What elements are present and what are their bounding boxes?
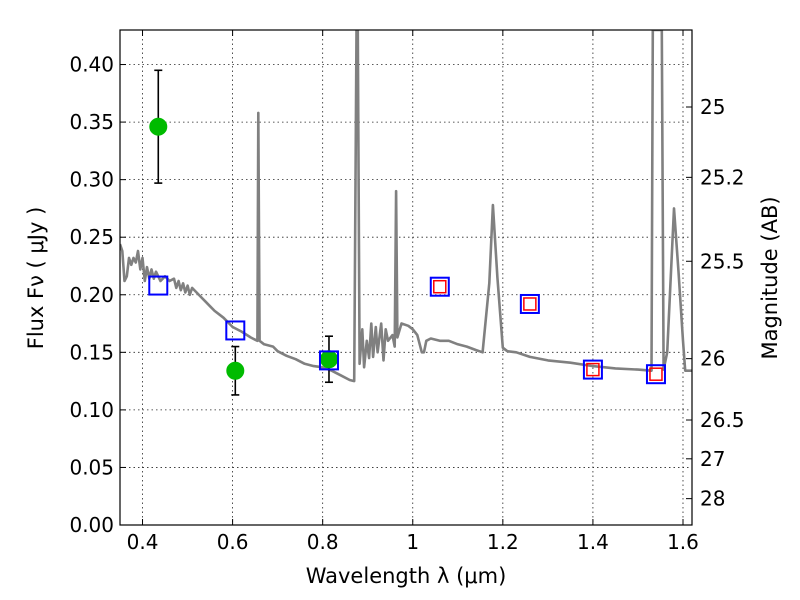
model-point <box>318 350 339 371</box>
y-tick-label: 0.20 <box>69 283 114 307</box>
limit-point <box>649 367 663 381</box>
right-tick-label: 26.5 <box>700 408 745 432</box>
observed-point <box>149 117 168 136</box>
plot-frame <box>119 29 693 526</box>
observed-point <box>319 350 338 369</box>
model-point <box>582 359 603 380</box>
grid-lines <box>120 30 692 526</box>
y-tick-label: 0.00 <box>69 513 114 537</box>
spectrum-line <box>120 30 692 383</box>
x-tick-label: 1 <box>406 530 419 554</box>
right-tick-label: 25.5 <box>700 249 745 273</box>
model-point <box>645 364 666 385</box>
right-tick-label: 27 <box>700 447 725 471</box>
x-tick-label: 0.8 <box>307 530 339 554</box>
y-tick-label: 0.40 <box>69 53 114 77</box>
y-tick-label: 0.25 <box>69 225 114 249</box>
y-tick-label: 0.10 <box>69 398 114 422</box>
right-tick-label: 25 <box>700 95 725 119</box>
photometry-layer <box>148 69 666 396</box>
x-tick-label: 1.4 <box>577 530 609 554</box>
limit-point <box>586 362 600 377</box>
y-tick-label: 0.35 <box>69 110 114 134</box>
x-tick-label: 0.6 <box>217 530 249 554</box>
limit-point <box>523 297 537 311</box>
x-tick-label: 1.2 <box>487 530 519 554</box>
y-axis-label: Flux Fν ( μJy ) <box>24 207 48 350</box>
axes: 0.4 0.6 0.8 1 1.2 1.4 1.6 0.00 0.05 0.10 0.15 0.20 0… <box>69 29 745 554</box>
model-point <box>148 275 169 296</box>
x-tick-label: 1.6 <box>667 530 699 554</box>
x-tick-label: 0.4 <box>127 530 159 554</box>
y-tick-label: 0.05 <box>69 455 114 479</box>
model-point <box>519 293 540 314</box>
model-point <box>225 320 246 341</box>
x-axis-label: Wavelength λ (μm) <box>306 564 507 588</box>
model-point <box>429 276 450 297</box>
right-tick-label: 26 <box>700 347 725 371</box>
observed-point <box>226 361 245 380</box>
right-axis-label: Magnitude (AB) <box>758 196 782 359</box>
limit-point <box>433 279 447 294</box>
right-tick-label: 28 <box>700 487 725 511</box>
right-tick-label: 25.2 <box>700 165 745 189</box>
spectrum-layer <box>120 30 692 383</box>
y-tick-label: 0.30 <box>69 168 114 192</box>
y-tick-label: 0.15 <box>69 340 114 364</box>
